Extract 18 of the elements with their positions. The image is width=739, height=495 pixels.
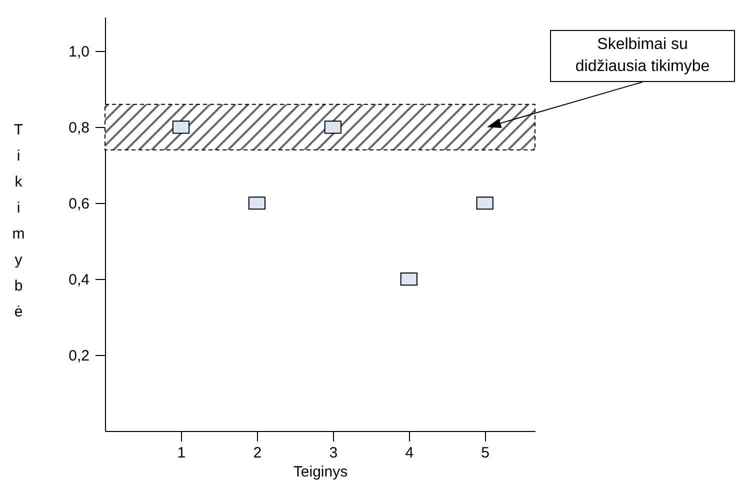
y-tick-label: 0,2 [68, 348, 90, 365]
y-tick-label: 0,6 [68, 196, 90, 213]
y-tick-label: 0,4 [68, 272, 90, 289]
point [172, 120, 190, 134]
y-tick-label: 1,0 [68, 44, 90, 61]
y-tick-label: 0,8 [68, 120, 90, 137]
point [248, 196, 266, 210]
x-tick-label: 5 [481, 444, 490, 462]
point [400, 272, 418, 286]
x-tick-label: 1 [177, 444, 186, 462]
point [324, 120, 342, 134]
x-tick-label: 2 [253, 444, 262, 462]
x-axis-title: Teiginys [293, 464, 348, 480]
band-label: Skelbimai su didžiausia tikimybe [550, 30, 735, 82]
x-tick-label: 4 [405, 444, 414, 462]
x-tick-label: 3 [329, 444, 338, 462]
y-axis-title: Tikimybė [12, 122, 25, 320]
point [476, 196, 494, 210]
